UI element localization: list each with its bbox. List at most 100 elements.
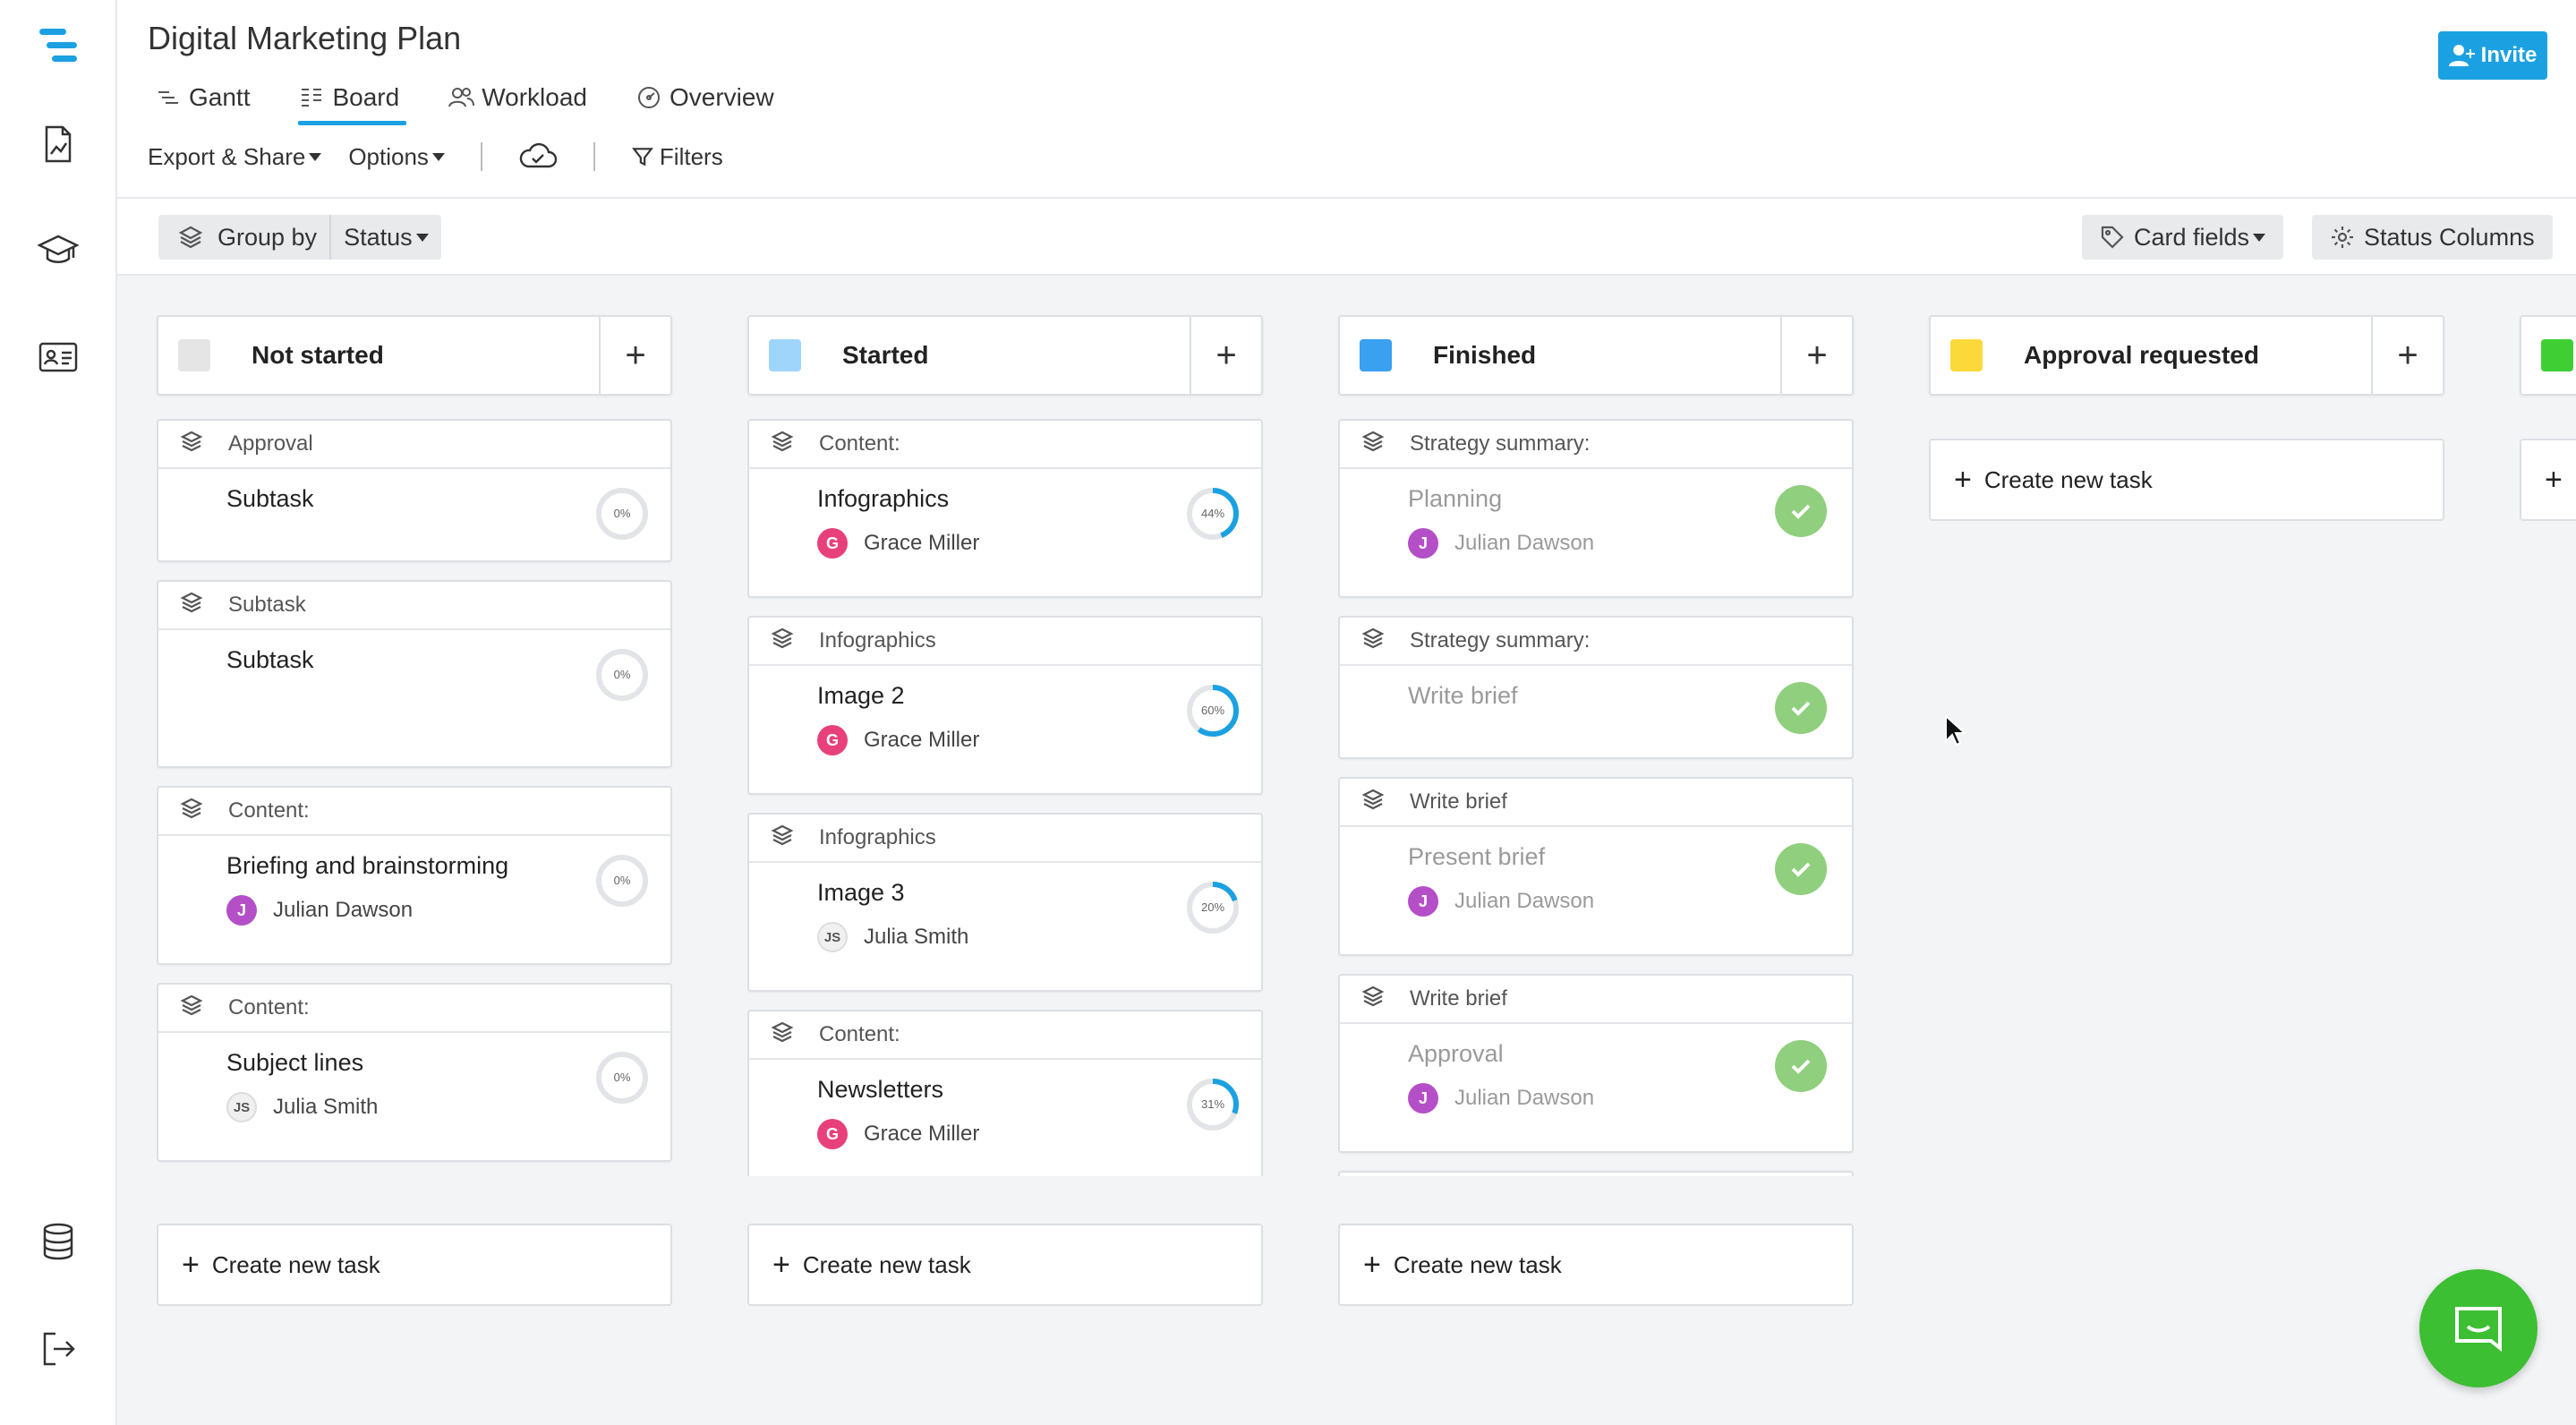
status-color-swatch[interactable]: [1950, 339, 1983, 371]
progress-arc: [1187, 882, 1239, 934]
tab-label: Board: [332, 83, 400, 111]
task-name: Briefing and brainstorming: [226, 852, 509, 879]
app-logo-icon[interactable]: [34, 21, 82, 70]
layers-icon: [178, 226, 203, 249]
progress-label: 60%: [1201, 704, 1224, 717]
column-header: [2520, 315, 2576, 396]
parent-task-label: Approval: [228, 431, 313, 456]
status-color-swatch[interactable]: [2541, 339, 2573, 371]
card-parent-task: Strategy summary:: [1340, 618, 1852, 666]
status-color-swatch[interactable]: [769, 339, 801, 371]
add-task-button[interactable]: +: [1190, 317, 1261, 394]
workload-icon: [448, 88, 475, 107]
create-new-task-button[interactable]: +: [2520, 439, 2576, 521]
create-task-label: Create new task: [1393, 1250, 1562, 1278]
cloud-sync-button[interactable]: [518, 141, 558, 172]
create-new-task-button[interactable]: + Create new task: [747, 1224, 1263, 1306]
reports-icon[interactable]: [34, 120, 82, 168]
progress-ring: 60%: [1184, 682, 1241, 739]
column-cards: Strategy summary: Planning J Julian Dawson S…: [1338, 419, 1854, 1176]
board-column: Approval requested + + Create new task: [1929, 315, 2444, 521]
progress-ring: 0%: [593, 1049, 651, 1106]
task-card[interactable]: Content: Subject lines JS Julia Smith 0%: [157, 983, 672, 1162]
completed-check-icon: [1775, 843, 1827, 895]
column-cards: Approval Subtask 0% Subtask Subtask 0% Content…: [157, 419, 672, 1176]
create-new-task-button[interactable]: + Create new task: [1929, 439, 2444, 521]
academy-icon[interactable]: [34, 226, 82, 274]
completed-check-icon: [1775, 1040, 1827, 1092]
progress-ring: 44%: [1184, 485, 1241, 542]
status-color-swatch[interactable]: [178, 339, 210, 371]
task-card[interactable]: Content: Infographics G Grace Miller 44%: [747, 419, 1263, 598]
task-card[interactable]: Infographics Image 2 G Grace Miller 60%: [747, 616, 1263, 795]
add-user-icon: [2448, 45, 2475, 66]
completed-check-icon: [1775, 485, 1827, 537]
avatar: G: [817, 725, 848, 755]
tab-board[interactable]: Board: [298, 77, 406, 125]
status-color-swatch[interactable]: [1360, 339, 1392, 371]
progress-ring: 0%: [593, 852, 651, 909]
group-bar: Group by Status Card fields Status Colum…: [117, 199, 2576, 276]
chat-button[interactable]: [2419, 1269, 2538, 1387]
column-header: Finished +: [1338, 315, 1854, 396]
task-card[interactable]: Strategy summary: Planning J Julian Dawson: [1338, 419, 1854, 598]
contacts-icon[interactable]: [34, 333, 82, 381]
assignee-name: Julia Smith: [273, 1095, 379, 1119]
header: Digital Marketing Plan Gantt Board Workl…: [117, 0, 2576, 199]
task-card[interactable]: Strategy summary: Write brief: [1338, 616, 1854, 759]
plus-icon: +: [1806, 335, 1828, 375]
tab-label: Overview: [669, 83, 774, 111]
assignee: G Grace Miller: [817, 725, 1261, 755]
options-dropdown[interactable]: Options: [348, 143, 445, 171]
task-card[interactable]: Content: Newsletters G Grace Miller 31%: [747, 1010, 1263, 1176]
filters-button[interactable]: Filters: [631, 143, 723, 171]
parent-task-label: Write brief: [1410, 789, 1507, 814]
tab-overview[interactable]: Overview: [635, 77, 774, 118]
layers-icon: [771, 430, 819, 459]
tab-label: Workload: [482, 83, 587, 111]
group-by-control: Group by Status: [158, 215, 441, 260]
task-card[interactable]: Content: Briefing and brainstorming J Julia…: [157, 786, 672, 965]
database-icon[interactable]: [34, 1217, 82, 1266]
task-card[interactable]: Write brief Approval J Julian Dawson: [1338, 974, 1854, 1153]
parent-task-label: Content:: [819, 1022, 900, 1046]
status-columns-button[interactable]: Status Columns: [2312, 215, 2553, 260]
add-task-button[interactable]: +: [1780, 317, 1852, 394]
parent-task-label: Strategy summary:: [1410, 628, 1591, 653]
gantt-icon: [158, 91, 178, 104]
parent-task-label: Strategy summary:: [1410, 431, 1591, 456]
task-card[interactable]: Write brief Present brief J Julian Dawson: [1338, 777, 1854, 956]
invite-button[interactable]: Invite: [2438, 31, 2547, 80]
export-share-dropdown[interactable]: Export & Share: [148, 143, 322, 171]
layers-icon: [771, 627, 819, 656]
card-fields-button[interactable]: Card fields: [2082, 215, 2284, 260]
create-new-task-button[interactable]: + Create new task: [157, 1224, 672, 1306]
parent-task-label: Content:: [819, 431, 900, 456]
gear-icon: [2332, 226, 2353, 248]
avatar: J: [1408, 528, 1438, 559]
add-task-button[interactable]: +: [2371, 317, 2443, 394]
plus-icon: +: [182, 1248, 200, 1282]
board-icon: [302, 89, 322, 107]
assignee: J Julian Dawson: [1408, 886, 1852, 917]
progress-label: 31%: [1201, 1097, 1224, 1111]
group-by-dropdown[interactable]: Status: [331, 215, 441, 260]
parent-task-label: Infographics: [819, 628, 936, 653]
parent-task-label: Infographics: [819, 825, 936, 849]
create-task-label: Create new task: [802, 1250, 971, 1278]
task-card[interactable]: Infographics Image 3 JS Julia Smith 20%: [747, 813, 1263, 992]
create-new-task-button[interactable]: + Create new task: [1338, 1224, 1854, 1306]
logout-icon[interactable]: [34, 1325, 82, 1373]
task-card[interactable]: Strategy summary:Expectations: [1338, 1171, 1854, 1176]
task-card[interactable]: Approval Subtask 0%: [157, 419, 672, 562]
task-name: Subtask: [226, 646, 314, 673]
group-by-label: Group by: [158, 215, 332, 260]
add-task-button[interactable]: +: [599, 317, 670, 394]
assignee: J Julian Dawson: [1408, 528, 1852, 559]
tab-gantt[interactable]: Gantt: [155, 77, 250, 118]
column-header: Started +: [747, 315, 1263, 396]
tab-workload[interactable]: Workload: [448, 77, 587, 118]
card-parent-task: Approval: [158, 421, 670, 469]
layers-icon: [1361, 430, 1410, 459]
task-card[interactable]: Subtask Subtask 0%: [157, 580, 672, 768]
